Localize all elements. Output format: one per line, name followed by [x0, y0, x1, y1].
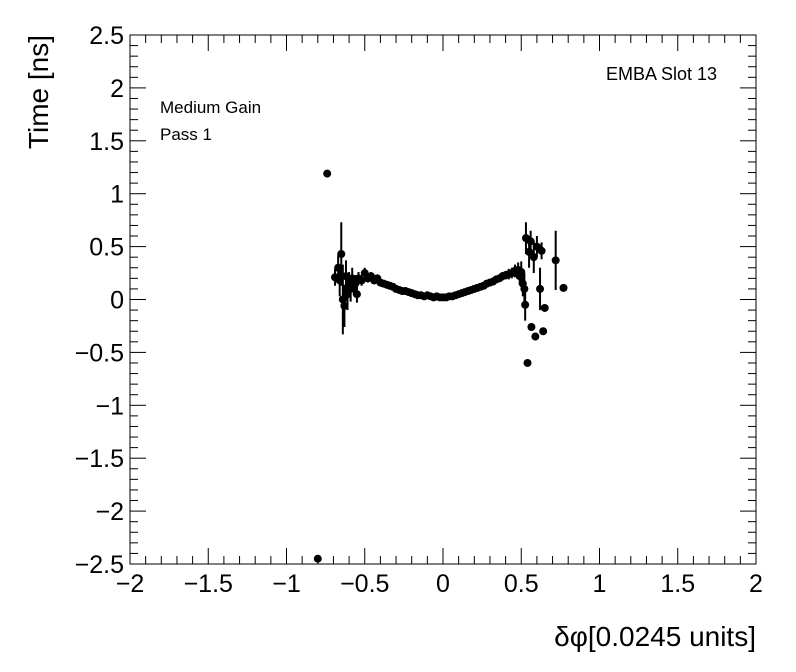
x-tick-label: −0.5	[340, 570, 389, 598]
data-point	[357, 276, 366, 285]
data-point	[313, 554, 322, 563]
x-tick-label: −2	[116, 570, 145, 598]
data-point	[521, 300, 530, 309]
y-tick-label: −0.5	[75, 339, 124, 367]
data-point	[340, 301, 349, 310]
y-axis-title: Time [ns]	[23, 35, 54, 149]
x-axis-tick-labels: −2 −1.5 −1 −0.5 0 0.5 1 1.5 2	[116, 570, 763, 598]
data-point	[523, 358, 532, 367]
y-tick-label: −2.5	[75, 551, 124, 579]
data-point	[526, 237, 535, 246]
y-tick-label: 0	[110, 287, 124, 315]
y-tick-label: 0.5	[89, 234, 124, 262]
x-tick-label: −1	[272, 570, 301, 598]
y-axis-ticks	[130, 34, 756, 565]
x-tick-label: −1.5	[184, 570, 233, 598]
data-point	[539, 327, 548, 336]
slot-annotation: EMBA Slot 13	[606, 64, 717, 84]
y-tick-label: 1	[110, 181, 124, 209]
x-tick-label: 1	[593, 570, 607, 598]
x-tick-label: 0	[436, 570, 450, 598]
data-point	[531, 332, 540, 341]
y-tick-label: 1.5	[89, 128, 124, 156]
data-point	[529, 253, 538, 262]
data-point	[540, 303, 549, 312]
x-axis-ticks	[129, 35, 757, 564]
y-tick-label: −1.5	[75, 445, 124, 473]
y-tick-label: 2	[110, 75, 124, 103]
x-axis-title: δφ[0.0245 units]	[554, 621, 756, 652]
data-point	[323, 169, 332, 178]
y-tick-label: 2.5	[89, 22, 124, 50]
x-tick-label: 2	[749, 570, 763, 598]
data-point	[352, 290, 361, 299]
y-tick-label: −1	[95, 392, 124, 420]
data-point	[341, 272, 350, 281]
y-axis-tick-labels: −2.5 −2 −1.5 −1 −0.5 0 0.5 1 1.5 2 2.5	[75, 22, 124, 579]
data-point	[537, 246, 546, 255]
data-point	[551, 256, 560, 265]
gain-annotation: Medium Gain	[160, 98, 261, 117]
data-point	[559, 283, 568, 292]
pass-annotation: Pass 1	[160, 125, 212, 144]
data-point	[536, 284, 545, 293]
data-point	[337, 250, 346, 259]
data-points	[313, 169, 568, 563]
x-tick-label: 0.5	[504, 570, 539, 598]
y-tick-label: −2	[95, 498, 124, 526]
x-tick-label: 1.5	[660, 570, 695, 598]
data-point	[527, 323, 536, 332]
